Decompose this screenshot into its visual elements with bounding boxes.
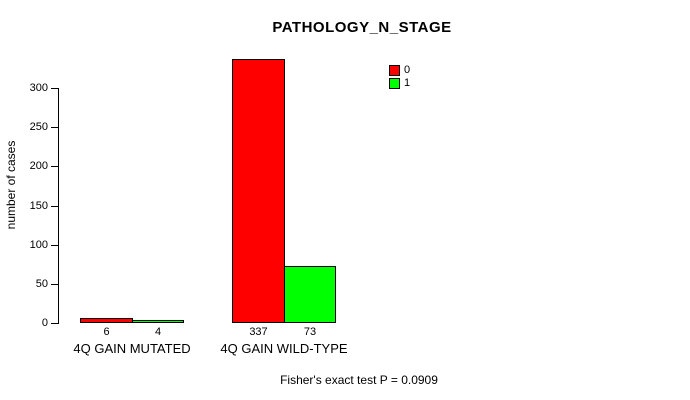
fisher-test-annotation: Fisher's exact test P = 0.0909 [280,373,438,387]
y-tick-mark [51,323,58,324]
legend-row: 1 [389,78,410,89]
y-tick-label: 0 [41,317,48,329]
y-tick-label: 150 [29,200,48,212]
category-label: 4Q GAIN MUTATED [73,341,191,356]
y-tick-label: 100 [29,239,48,251]
legend-label: 1 [404,77,411,89]
category-label: 4Q GAIN WILD-TYPE [220,341,348,356]
y-tick-mark [51,88,58,89]
chart-title: PATHOLOGY_N_STAGE [272,19,452,36]
bar-0-4q-gain-wild-type [232,59,285,323]
y-tick-mark [51,245,58,246]
y-tick-label: 300 [29,82,48,94]
legend-swatch-icon [389,65,400,76]
y-tick-mark [51,127,58,128]
bar-1-4q-gain-wild-type [284,266,336,323]
legend-row: 0 [389,65,410,76]
y-tick-mark [51,166,58,167]
y-tick-label: 50 [35,278,48,290]
bar-1-4q-gain-mutated [132,320,184,323]
bar-value-label: 6 [103,326,110,338]
bar-0-4q-gain-mutated [80,318,133,323]
y-tick-mark [51,206,58,207]
y-tick-label: 250 [29,121,48,133]
y-tick-label: 200 [29,160,48,172]
y-axis-line [58,88,59,324]
legend-swatch-icon [389,78,400,89]
y-tick-mark [51,284,58,285]
bar-value-label: 73 [303,326,317,338]
legend-label: 0 [404,64,411,76]
y-axis-label: number of cases [4,140,18,230]
bar-value-label: 337 [249,326,268,338]
bar-value-label: 4 [154,326,162,338]
